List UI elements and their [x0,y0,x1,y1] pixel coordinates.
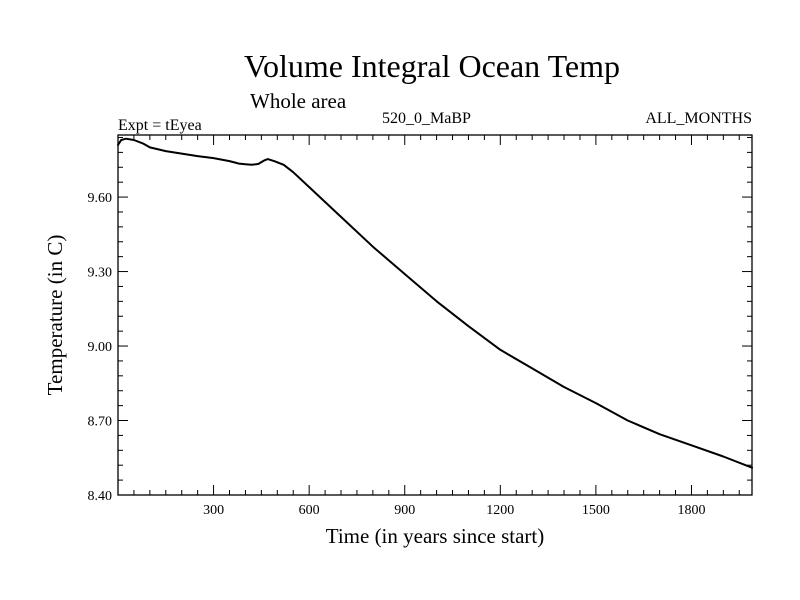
period-label: 520_0_MaBP [382,110,471,127]
tick-layer: 300 600 900 1200 1500 1800 8.40 8.70 9.00 9.30 9.6… [88,135,752,518]
x-tick-label: 900 [394,503,415,518]
plot-area-frame [117,134,753,496]
x-tick-label: 1200 [486,503,514,518]
x-tick-label: 600 [299,503,320,518]
y-tick-label: 8.70 [88,415,113,430]
y-tick-label: 9.30 [88,266,113,281]
months-label: ALL_MONTHS [645,110,752,127]
y-tick-label: 9.00 [88,340,113,355]
series-line [117,137,753,469]
experiment-label: Expt = tEyea [118,117,202,134]
chart-title: Volume Integral Ocean Temp [244,48,620,84]
y-tick-label: 8.40 [88,489,113,504]
x-tick-label: 300 [203,503,224,518]
series-layer [117,137,753,469]
x-tick-label: 1500 [582,503,610,518]
chart-subtitle: Whole area [250,89,347,113]
y-axis-label: Temperature (in C) [43,235,67,396]
x-axis-label: Time (in years since start) [326,524,545,548]
y-tick-label: 9.60 [88,191,113,206]
x-tick-label: 1800 [677,503,705,518]
